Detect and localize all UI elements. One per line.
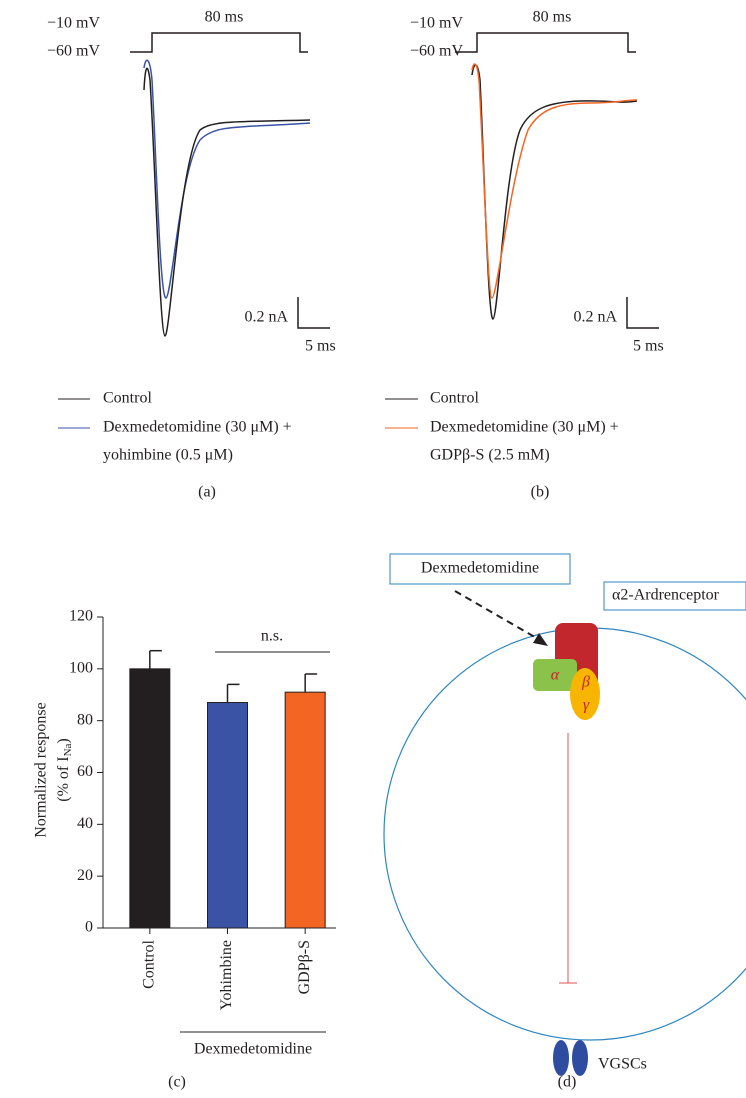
y-axis-label: Normalized response (33, 702, 50, 838)
panel-b: −10 mV −60 mV 80 ms 0.2 nA 5 ms Control … (385, 9, 664, 501)
panel-label: (b) (531, 484, 550, 501)
legend-text: GDPβ-S (2.5 mM) (430, 447, 550, 464)
beta-label: β (581, 674, 590, 691)
legend-text: Control (430, 390, 479, 407)
x-tick-label: GDPβ-S (296, 940, 313, 994)
receptor-label: α2-Ardrenceptor (612, 587, 720, 604)
duration-label: 80 ms (533, 9, 572, 26)
scale-bar (297, 297, 330, 329)
y-tick-label: 40 (77, 815, 93, 832)
bar-chart: Normalized response (% of INa) n.s. Dexm… (33, 608, 336, 1091)
y-axis-label-part: (% of I (55, 756, 72, 801)
bar (129, 668, 171, 929)
gamma-label: γ (583, 697, 590, 714)
panel-label: (a) (198, 484, 216, 501)
voltage-label: −60 mV (47, 43, 100, 60)
y-tick-label: 20 (77, 867, 93, 884)
alpha-label: α (551, 667, 560, 684)
y-tick-label: 80 (77, 711, 93, 728)
arrow (454, 590, 541, 641)
channel-label: VGSCs (598, 1056, 647, 1073)
voltage-label: −60 mV (410, 43, 463, 60)
y-tick-label: 0 (85, 919, 93, 936)
channel (553, 1040, 569, 1076)
x-tick-label: Control (141, 939, 158, 988)
legend-text: Dexmedetomidine (30 μM) + (103, 419, 292, 436)
y-axis-label-sub: Na (62, 743, 74, 756)
x-tick-label: Yohimbine (218, 940, 235, 1010)
trace (471, 64, 638, 320)
voltage-protocol (130, 32, 308, 53)
scale-label: 5 ms (305, 338, 336, 355)
annotation: n.s. (261, 628, 283, 645)
scale-label: 5 ms (633, 338, 664, 355)
voltage-label: −10 mV (410, 15, 463, 32)
legend-text: Control (103, 390, 152, 407)
y-tick-label: 120 (69, 608, 93, 625)
y-axis-label-part: ) (55, 738, 72, 743)
legend-text: yohimbine (0.5 μM) (103, 447, 233, 464)
panel-a: −10 mV −60 mV 80 ms 0.2 nA 5 ms Control … (47, 9, 336, 501)
voltage-label: −10 mV (47, 15, 100, 32)
group-label: Dexmedetomidine (194, 1041, 312, 1058)
receptor-box (603, 581, 746, 611)
y-tick-label: 100 (69, 660, 93, 677)
voltage-protocol (455, 32, 636, 53)
scale-label: 0.2 nA (573, 309, 617, 326)
scale-bar (626, 297, 659, 329)
y-axis-label: (% of INa) (55, 738, 74, 801)
panel-d: Dexmedetomidine α2-Ardrenceptor α β γ VG… (383, 553, 746, 1091)
y-tick-label: 60 (77, 763, 93, 780)
panel-label: (c) (168, 1074, 186, 1091)
arrow-head (533, 633, 548, 646)
drug-label: Dexmedetomidine (421, 560, 539, 577)
channel (572, 1040, 588, 1076)
trace (143, 67, 311, 337)
g-alpha (533, 659, 577, 691)
g-beta-gamma (570, 668, 600, 720)
scale-label: 0.2 nA (244, 309, 288, 326)
panel-label: (d) (558, 1074, 577, 1091)
trace (471, 63, 638, 299)
drug-box (389, 553, 571, 585)
legend-text: Dexmedetomidine (30 μM) + (430, 419, 619, 436)
trace (143, 59, 311, 299)
bar (207, 702, 248, 929)
bar (284, 691, 326, 929)
duration-label: 80 ms (205, 9, 244, 26)
